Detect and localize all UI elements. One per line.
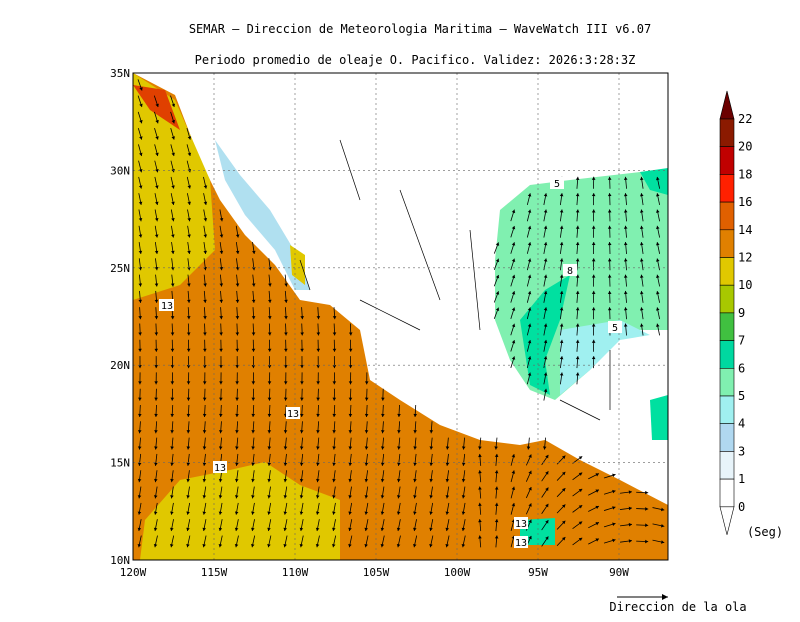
contour-label: 8 xyxy=(567,266,573,277)
colorbar-swatch xyxy=(720,147,734,175)
colorbar-label: 12 xyxy=(738,251,752,265)
colorbar-label: 10 xyxy=(738,278,752,292)
contour-label: 13 xyxy=(161,301,173,312)
colorbar-swatch xyxy=(720,202,734,230)
colorbar-label: 9 xyxy=(738,306,745,320)
lat-label: 35N xyxy=(110,67,130,80)
colorbar-swatch xyxy=(720,368,734,396)
lat-label: 15N xyxy=(110,457,130,470)
colorbar-label: 1 xyxy=(738,472,745,486)
subtitle: Periodo promedio de oleaje O. Pacifico. … xyxy=(195,53,636,67)
legend-text: Direccion de la ola xyxy=(609,600,746,614)
contour-label: 13 xyxy=(515,519,527,530)
colorbar-swatch xyxy=(720,396,734,424)
contour-label: 13 xyxy=(214,463,226,474)
colorbar-label: 5 xyxy=(738,389,745,403)
colorbar-swatch xyxy=(720,285,734,313)
map xyxy=(133,73,668,560)
colorbar-label: 18 xyxy=(738,167,752,181)
lon-label: 100W xyxy=(444,566,471,579)
lon-label: 95W xyxy=(528,566,548,579)
colorbar-label: 6 xyxy=(738,361,745,375)
contour-label: 13 xyxy=(287,409,299,420)
colorbar-swatch xyxy=(720,313,734,341)
colorbar-unit: (Seg) xyxy=(747,525,783,539)
caribbean xyxy=(650,395,668,440)
lat-label: 25N xyxy=(110,262,130,275)
title: SEMAR — Direccion de Meteorologia Mariti… xyxy=(189,22,651,36)
colorbar-swatch xyxy=(720,258,734,286)
lat-label: 30N xyxy=(110,164,130,177)
colorbar-bottom xyxy=(720,507,734,535)
lon-label: 115W xyxy=(201,566,228,579)
colorbar-swatch xyxy=(720,451,734,479)
lon-label: 110W xyxy=(282,566,309,579)
colorbar-label: 4 xyxy=(738,417,745,431)
colorbar-label: 3 xyxy=(738,444,745,458)
colorbar-swatch xyxy=(720,119,734,147)
colorbar-label: 7 xyxy=(738,334,745,348)
colorbar-label: 14 xyxy=(738,223,752,237)
colorbar-swatch xyxy=(720,424,734,452)
colorbar-label: 16 xyxy=(738,195,752,209)
colorbar-label: 20 xyxy=(738,140,752,154)
colorbar-swatch xyxy=(720,341,734,369)
contour-label: 5 xyxy=(554,179,560,190)
lon-label: 120W xyxy=(120,566,147,579)
lat-label: 20N xyxy=(110,359,130,372)
lon-label: 90W xyxy=(609,566,629,579)
contour-label: 5 xyxy=(612,323,618,334)
colorbar-top xyxy=(720,91,734,119)
lon-label: 105W xyxy=(363,566,390,579)
colorbar-swatch xyxy=(720,174,734,202)
colorbar-label: 22 xyxy=(738,112,752,126)
colorbar-swatch xyxy=(720,479,734,507)
colorbar-label: 0 xyxy=(738,500,745,514)
contour-label: 13 xyxy=(515,538,527,549)
colorbar-swatch xyxy=(720,230,734,258)
